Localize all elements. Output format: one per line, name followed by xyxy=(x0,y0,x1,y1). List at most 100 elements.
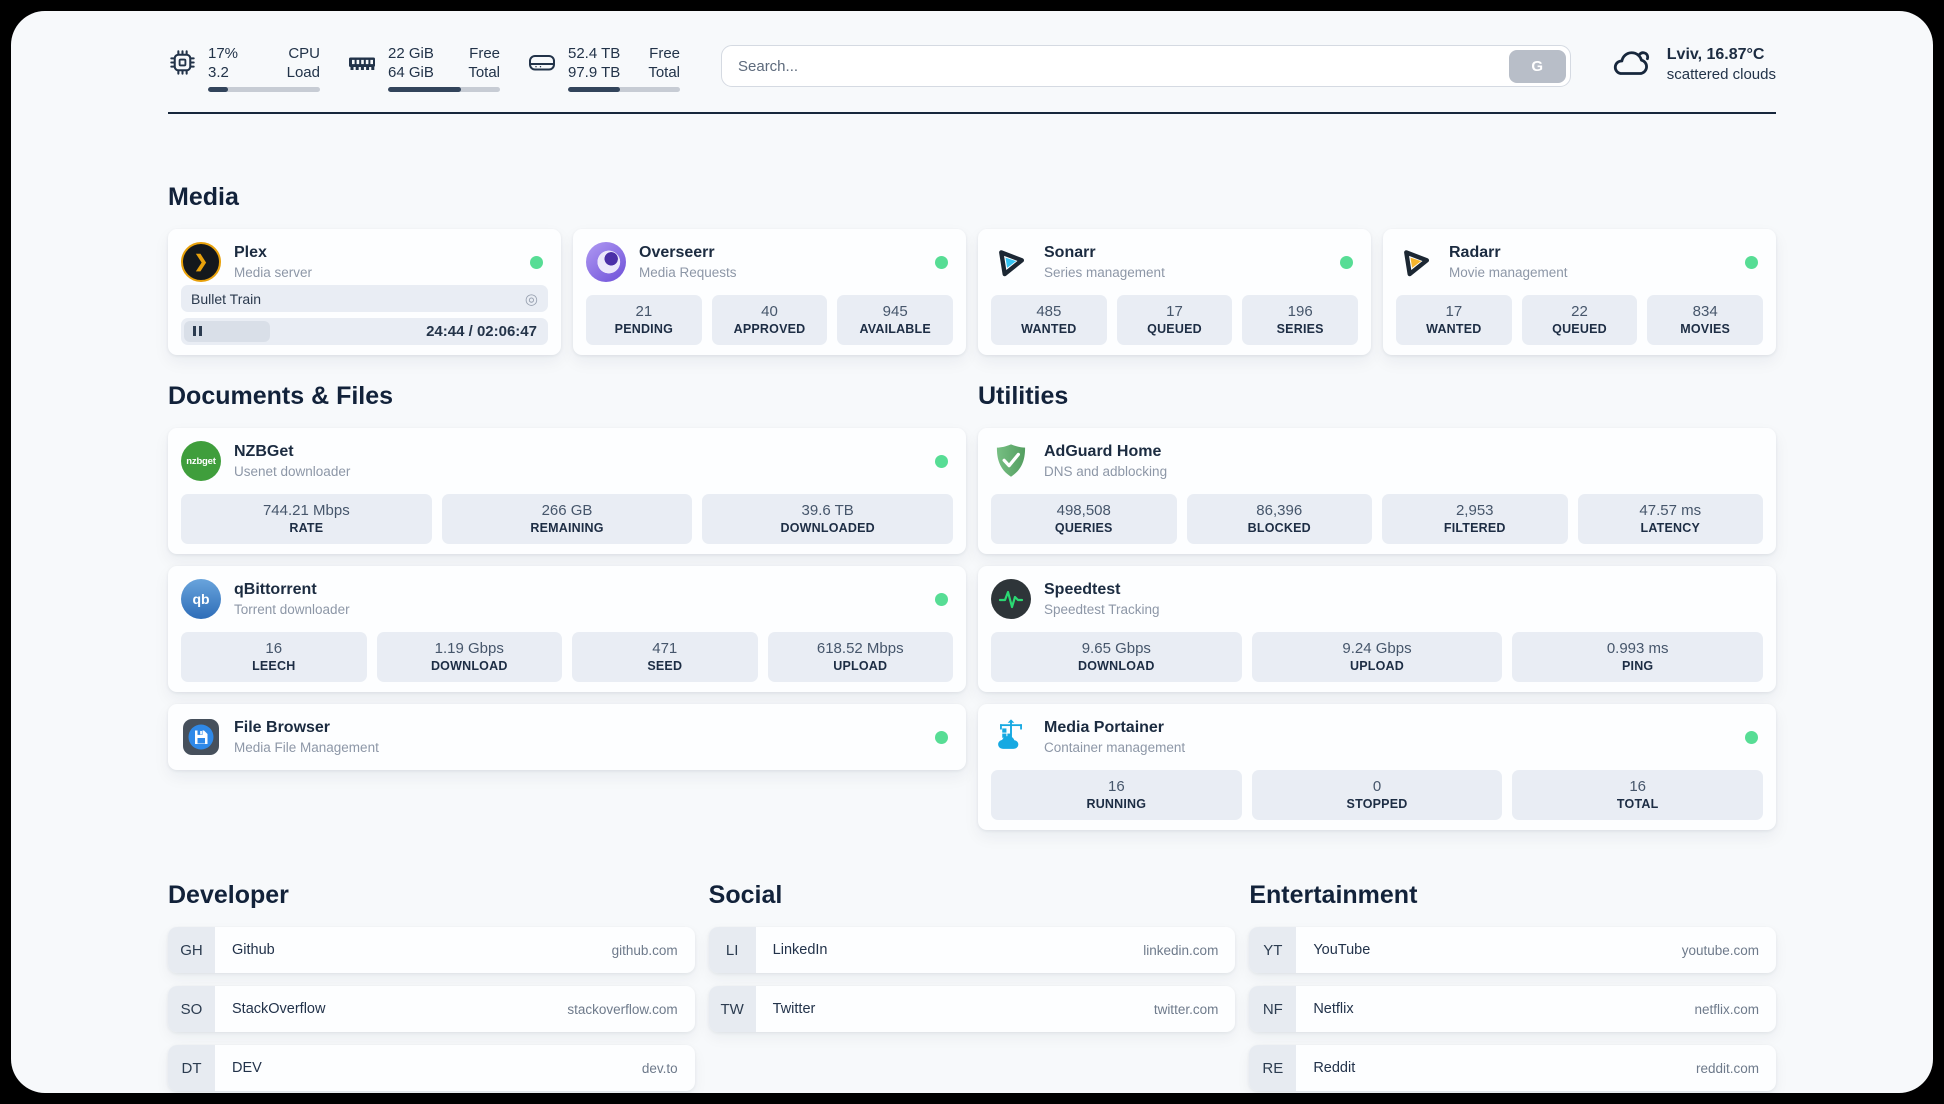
service-card-sonarr[interactable]: Sonarr Series management 485 WANTED 17 Q… xyxy=(978,229,1371,355)
stat-value: 17 xyxy=(1166,303,1183,320)
service-card-filebrowser[interactable]: File Browser Media File Management xyxy=(168,704,966,770)
bookmark-abbr: TW xyxy=(708,986,756,1032)
service-card-portainer[interactable]: Media Portainer Container management 16 … xyxy=(978,704,1776,830)
stat-label: QUEUED xyxy=(1552,322,1607,336)
stat-value: 618.52 Mbps xyxy=(816,640,904,657)
service-card-adguard[interactable]: AdGuard Home DNS and adblocking 498,508 … xyxy=(978,428,1776,554)
plex-icon: ❯ xyxy=(181,242,221,282)
stat-value: 498,508 xyxy=(1056,502,1111,519)
bookmark-linkedin[interactable]: LI LinkedIn linkedin.com xyxy=(708,927,1236,973)
stat-tile: 945 AVAILABLE xyxy=(837,295,954,345)
stat-label: QUERIES xyxy=(1054,521,1113,535)
stat-tile: 196 SERIES xyxy=(1242,295,1359,345)
bookmark-abbr: NF xyxy=(1249,986,1297,1032)
stat-value: 9.24 Gbps xyxy=(1342,640,1412,657)
disk-icon xyxy=(527,48,557,92)
stat-label: DOWNLOAD xyxy=(430,659,508,673)
service-card-speedtest[interactable]: Speedtest Speedtest Tracking 9.65 Gbps D… xyxy=(978,566,1776,692)
bookmark-dev[interactable]: DT DEV dev.to xyxy=(168,1045,695,1091)
header: 17% 3.2 CPU Load xyxy=(168,11,1776,92)
bookmark-url: twitter.com xyxy=(1153,1001,1219,1017)
stat-label: AVAILABLE xyxy=(859,322,931,336)
stat-label: FILTERED xyxy=(1443,521,1506,535)
stat-value: 0 xyxy=(1372,778,1382,795)
service-card-qbittorrent[interactable]: qb qBittorrent Torrent downloader 16 LEE… xyxy=(168,566,966,692)
stat-label: RUNNING xyxy=(1086,797,1147,811)
service-card-nzbget[interactable]: nzbget NZBGet Usenet downloader 744.21 M… xyxy=(168,428,966,554)
bookmark-stackoverflow[interactable]: SO StackOverflow stackoverflow.com xyxy=(168,986,695,1032)
service-card-plex[interactable]: ❯ Plex Media server Bullet Train ◎ 24:44 xyxy=(168,229,561,355)
portainer-icon xyxy=(991,717,1031,757)
cloud-icon xyxy=(1608,44,1654,85)
stat-tile: 2,953 FILTERED xyxy=(1382,494,1568,544)
pause-button[interactable] xyxy=(184,321,270,342)
now-playing-icon[interactable]: ◎ xyxy=(524,290,538,308)
service-name: File Browser xyxy=(234,719,331,736)
now-playing-title: Bullet Train xyxy=(191,290,262,307)
bookmark-youtube[interactable]: YT YouTube youtube.com xyxy=(1249,927,1776,973)
nzbget-icon: nzbget xyxy=(181,441,221,481)
stat-label: MOVIES xyxy=(1680,322,1731,336)
bookmark-group-social: Social LI LinkedIn linkedin.com TW Twitt… xyxy=(708,880,1236,1091)
bookmark-github[interactable]: GH Github github.com xyxy=(168,927,695,973)
stat-tile: 9.24 Gbps UPLOAD xyxy=(1251,632,1503,682)
bookmark-name: YouTube xyxy=(1313,942,1371,958)
stat-value: 9.65 Gbps xyxy=(1081,640,1151,657)
stat-value: 39.6 TB xyxy=(801,502,854,519)
section-title-documents: Documents & Files xyxy=(168,382,394,410)
service-name: NZBGet xyxy=(234,443,294,460)
disk-total-value: 97.9 TB xyxy=(568,64,621,81)
sonarr-icon xyxy=(991,242,1031,282)
stat-tile: 834 MOVIES xyxy=(1647,295,1764,345)
memory-widget: 22 GiB 64 GiB Free Total xyxy=(347,44,500,92)
ram-icon xyxy=(347,48,377,92)
bookmark-group-developer: Developer GH Github github.com SO StackO… xyxy=(168,880,695,1091)
stat-value: 21 xyxy=(635,303,653,320)
service-card-overseerr[interactable]: Overseerr Media Requests 21 PENDING 40 A… xyxy=(573,229,966,355)
service-description: Torrent downloader xyxy=(234,602,350,617)
stat-tile: 618.52 Mbps UPLOAD xyxy=(767,632,953,682)
stat-label: WANTED xyxy=(1021,322,1077,336)
memory-label-free: Free xyxy=(469,45,500,62)
disk-widget: 52.4 TB 97.9 TB Free Total xyxy=(527,44,680,92)
stat-tile: 16 RUNNING xyxy=(991,770,1242,820)
bookmark-abbr: YT xyxy=(1249,927,1297,973)
section-title-utilities: Utilities xyxy=(978,382,1069,410)
stat-value: 16 xyxy=(1107,778,1125,795)
bookmark-abbr: SO xyxy=(168,986,215,1032)
stat-value: 471 xyxy=(652,640,678,657)
search-input[interactable] xyxy=(738,57,1509,75)
stat-label: BLOCKED xyxy=(1247,521,1311,535)
bookmark-netflix[interactable]: NF Netflix netflix.com xyxy=(1249,986,1776,1032)
radarr-icon xyxy=(1396,242,1436,282)
section-documents: Documents & Files nzbget NZBGet Usenet d… xyxy=(168,381,966,830)
stat-tile: 17 QUEUED xyxy=(1116,295,1233,345)
stat-value: 2,953 xyxy=(1455,502,1494,519)
header-divider xyxy=(168,112,1776,114)
stat-label: LATENCY xyxy=(1640,521,1700,535)
stat-label: WANTED xyxy=(1426,322,1482,336)
bookmark-abbr: GH xyxy=(168,927,215,973)
status-dot xyxy=(935,592,948,606)
bookmark-url: stackoverflow.com xyxy=(567,1001,678,1017)
overseerr-icon xyxy=(586,242,626,282)
service-card-radarr[interactable]: Radarr Movie management 17 WANTED 22 QUE… xyxy=(1383,229,1776,355)
stat-value: 40 xyxy=(761,303,778,320)
search-provider-button[interactable]: G xyxy=(1508,49,1566,83)
bookmark-name: LinkedIn xyxy=(772,942,828,958)
bookmark-twitter[interactable]: TW Twitter twitter.com xyxy=(708,986,1236,1032)
memory-total-value: 64 GiB xyxy=(388,64,434,81)
bookmark-reddit[interactable]: RE Reddit reddit.com xyxy=(1249,1045,1776,1091)
stat-label: STOPPED xyxy=(1346,797,1408,811)
stat-value: 266 GB xyxy=(541,502,593,519)
section-title-media: Media xyxy=(168,183,239,211)
stat-label: SERIES xyxy=(1276,322,1324,336)
stat-value: 834 xyxy=(1692,303,1718,320)
bookmark-abbr: RE xyxy=(1249,1045,1297,1091)
stat-value: 0.993 ms xyxy=(1606,640,1669,657)
stat-label: PING xyxy=(1621,659,1654,673)
bookmark-group-entertainment: Entertainment YT YouTube youtube.com NF … xyxy=(1249,880,1776,1091)
bookmark-name: DEV xyxy=(232,1060,262,1076)
status-dot xyxy=(935,255,948,269)
stat-value: 196 xyxy=(1287,303,1313,320)
